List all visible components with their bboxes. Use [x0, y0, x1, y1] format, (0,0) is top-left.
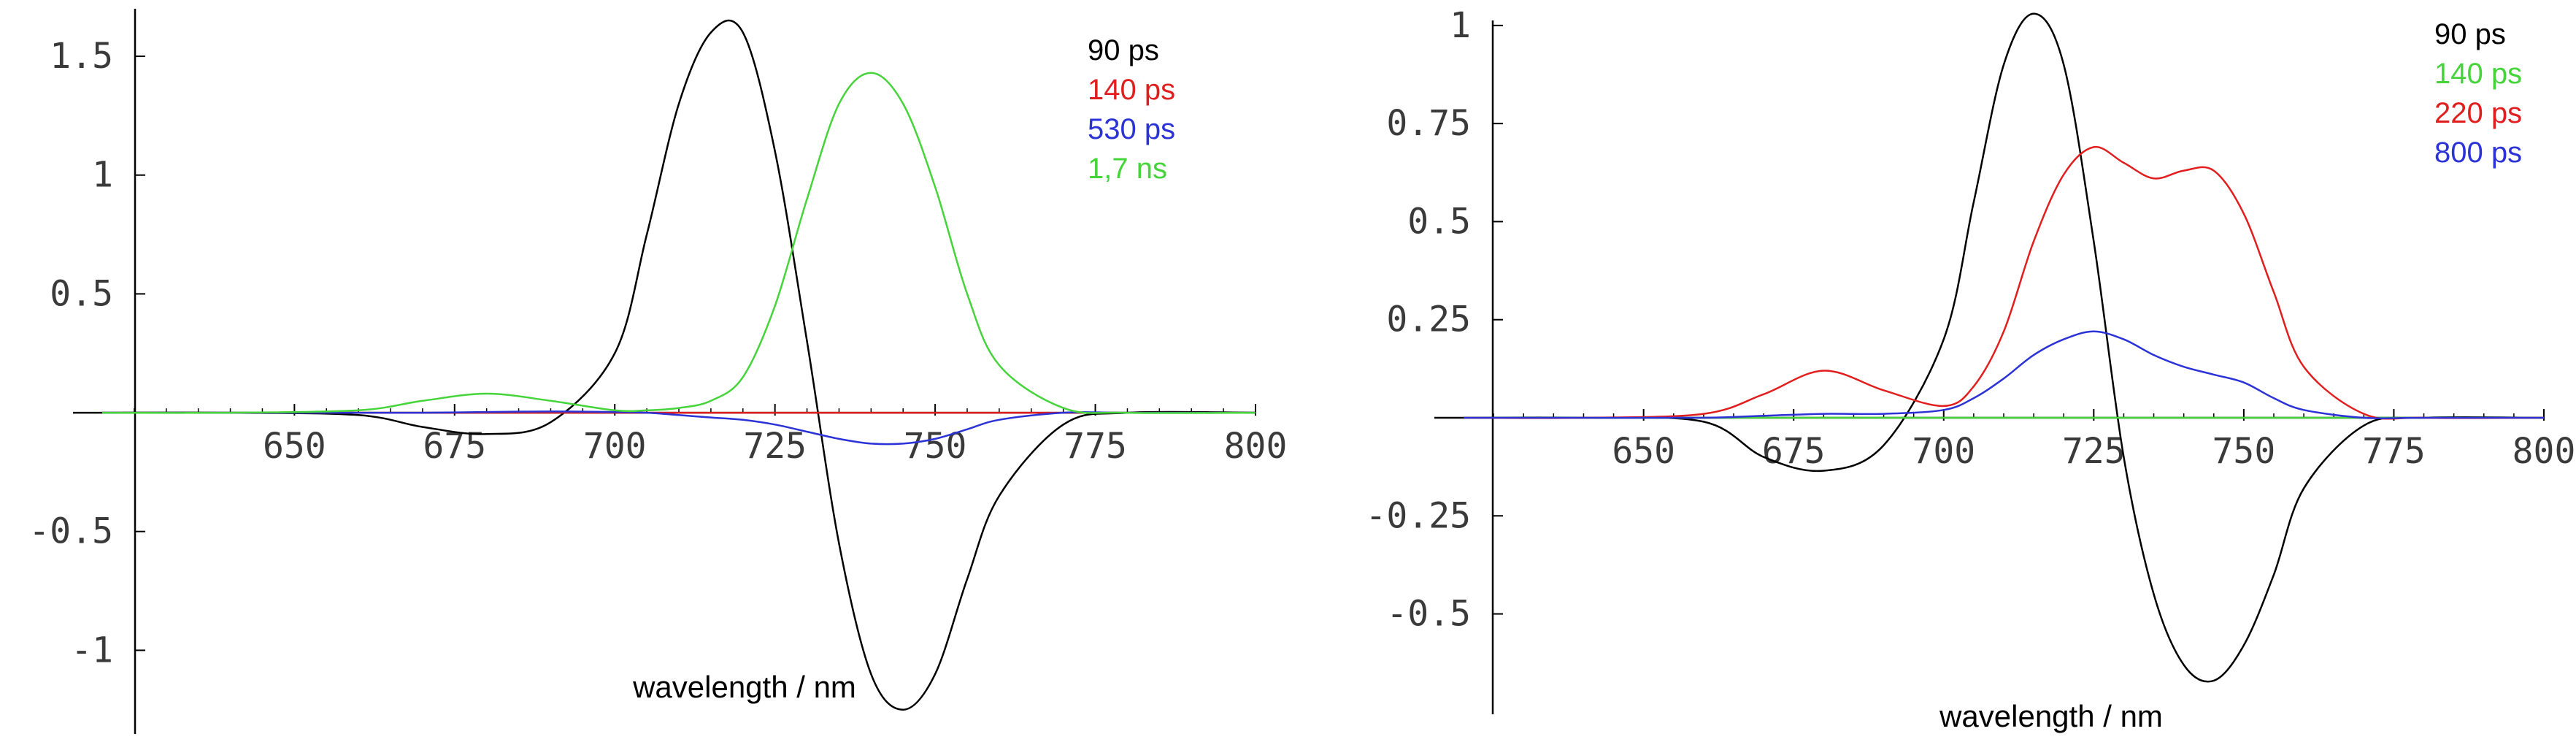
x-tick-label: 775: [1064, 426, 1127, 467]
series-line: [101, 72, 1256, 414]
y-tick-label: 1: [92, 155, 113, 196]
x-tick-label: 700: [1912, 431, 1975, 472]
y-tick-label: 0.75: [1386, 103, 1471, 144]
x-tick-label: 675: [1762, 431, 1826, 472]
x-tick-label: 725: [2062, 431, 2126, 472]
legend-entry: 90 ps: [1088, 34, 1159, 66]
y-tick-label: 0.5: [50, 273, 113, 314]
legend-entry: 220 ps: [2434, 97, 2522, 129]
x-tick-label: 750: [2212, 431, 2276, 472]
y-tick-label: 0.5: [1407, 201, 1471, 242]
y-tick-label: 1: [1450, 5, 1471, 46]
y-tick-label: -0.5: [28, 511, 113, 552]
right-chart: 650 675 700 725 750 775 800 -0.5 -0.25 0.25 0.5 0.7…: [1366, 5, 2576, 733]
legend-entry: 800 ps: [2434, 137, 2522, 169]
y-tick-label: -1: [71, 630, 113, 670]
x-tick-label: 650: [263, 426, 326, 467]
legend-entry: 530 ps: [1088, 113, 1175, 145]
x-tick-label: 775: [2362, 431, 2426, 472]
x-axis-title: wavelength / nm: [1939, 699, 2163, 733]
x-tick-label: 700: [583, 426, 647, 467]
series-line: [1463, 146, 2545, 420]
y-tick-label: 1.5: [50, 36, 113, 77]
x-axis-title: wavelength / nm: [632, 670, 856, 704]
legend-entry: 140 ps: [2434, 58, 2522, 90]
series-line: [101, 19, 1256, 711]
x-tick-label: 650: [1612, 431, 1675, 472]
y-tick-label: -0.5: [1386, 594, 1471, 635]
series-line: [1463, 12, 2545, 683]
legend-entry: 90 ps: [2434, 18, 2506, 50]
y-tick-label: 0.25: [1386, 299, 1471, 340]
x-tick-label: 800: [2512, 431, 2576, 472]
series-line: [1463, 330, 2544, 420]
series-line: [102, 410, 1256, 446]
y-tick-label: -0.25: [1366, 495, 1472, 536]
x-tick-label: 800: [1224, 426, 1288, 467]
legend-entry: 1,7 ns: [1088, 153, 1167, 185]
legend-entry: 140 ps: [1088, 74, 1175, 106]
left-chart: 650 675 700 725 750 775 800-1-0.50.511.5 90 ps1…: [28, 9, 1287, 734]
x-tick-label: 725: [743, 426, 807, 467]
